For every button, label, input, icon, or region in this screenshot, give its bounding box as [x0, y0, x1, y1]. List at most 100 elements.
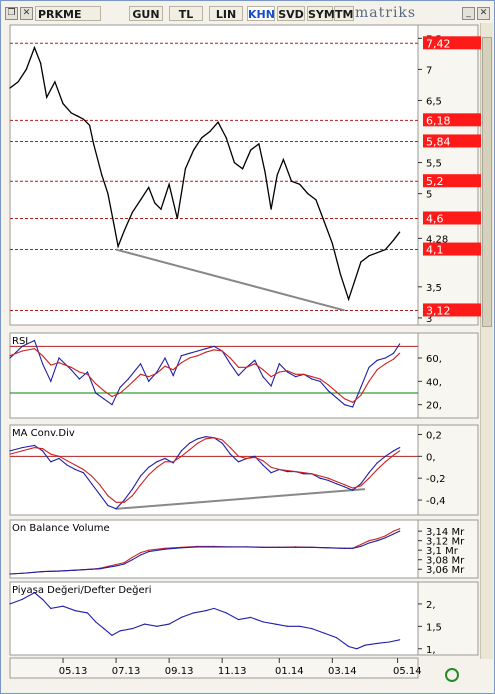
data-point	[295, 373, 297, 375]
series-line-macd-1	[9, 437, 400, 503]
data-point	[66, 460, 68, 462]
data-point	[119, 386, 121, 388]
minimize-icon[interactable]: _	[462, 7, 475, 20]
data-point	[399, 528, 401, 530]
button-lin[interactable]: LIN	[209, 6, 243, 21]
x-tick-label: 09.13	[165, 666, 194, 677]
data-point	[95, 383, 97, 385]
data-point	[127, 378, 129, 380]
data-point	[160, 208, 162, 210]
button-svd[interactable]: SVD	[277, 6, 305, 21]
restore-icon[interactable]: ❐	[5, 7, 18, 20]
data-point	[352, 487, 354, 489]
button-gun[interactable]: GUN	[129, 6, 163, 21]
data-point	[144, 623, 146, 625]
level-label: 5,84	[426, 135, 451, 148]
data-point	[254, 363, 256, 365]
close-small-icon[interactable]: ✕	[20, 7, 33, 20]
data-point	[392, 454, 395, 456]
data-point	[33, 592, 36, 594]
data-point	[356, 648, 358, 650]
data-point	[172, 374, 174, 377]
data-point	[213, 349, 215, 351]
data-point	[205, 610, 207, 612]
close-icon[interactable]: ✕	[477, 7, 490, 20]
y-tick-label: 3,12 Mr	[426, 537, 465, 548]
button-tl[interactable]: TL	[169, 6, 203, 21]
data-point	[360, 483, 362, 485]
scroll-thumb[interactable]	[482, 37, 492, 327]
data-point	[262, 546, 264, 548]
data-point	[392, 352, 395, 354]
level-label-bg	[423, 242, 481, 256]
data-point	[368, 366, 370, 368]
x-tick-label: 03.14	[328, 666, 357, 677]
data-point	[70, 369, 72, 371]
data-point	[360, 545, 362, 547]
data-point	[180, 362, 182, 364]
data-point	[42, 448, 44, 450]
data-point	[82, 468, 85, 471]
data-point	[123, 561, 125, 564]
data-point	[103, 390, 105, 392]
symbol-label[interactable]: PRKME	[35, 6, 101, 21]
data-point	[286, 625, 289, 627]
data-point	[352, 401, 354, 403]
data-point	[42, 363, 44, 365]
data-point	[148, 474, 150, 476]
button-khn[interactable]: KHN	[247, 6, 275, 21]
refresh-icon[interactable]	[445, 668, 459, 682]
button-sym[interactable]: SYM	[307, 6, 335, 21]
data-point	[103, 627, 105, 630]
data-point	[164, 461, 166, 463]
data-point	[180, 355, 182, 357]
data-point	[127, 385, 129, 387]
brand-logo: matriks	[355, 5, 417, 21]
data-point	[9, 450, 11, 452]
data-point	[384, 535, 386, 537]
data-point	[319, 477, 321, 479]
data-point	[229, 363, 231, 365]
data-point	[311, 627, 313, 630]
data-point	[323, 632, 325, 634]
data-point	[237, 619, 240, 621]
series-line-pd_dd-0	[9, 592, 400, 650]
data-point	[131, 627, 133, 630]
data-point	[93, 143, 95, 145]
data-point	[156, 372, 158, 374]
level-label: 4,6	[426, 212, 444, 225]
level-label-bg	[423, 134, 481, 148]
data-point	[74, 569, 76, 571]
button-tm[interactable]: TM	[334, 6, 354, 21]
data-point	[262, 464, 264, 466]
data-point	[113, 224, 115, 226]
data-point	[254, 359, 256, 361]
data-point	[111, 395, 113, 398]
vertical-scrollbar[interactable]	[480, 23, 493, 659]
data-point	[352, 547, 354, 549]
level-label: 6,18	[426, 114, 451, 127]
level-label: 5,2	[426, 175, 444, 188]
data-point	[197, 350, 199, 352]
data-point	[131, 556, 133, 558]
data-point	[168, 623, 170, 625]
data-point	[364, 644, 366, 646]
data-point	[188, 449, 191, 451]
x-tick-label: 07.13	[112, 666, 141, 677]
data-point	[21, 345, 23, 347]
data-point	[229, 453, 231, 455]
trendline	[115, 248, 345, 312]
x-tick-label: 01.14	[275, 666, 304, 677]
data-point	[250, 616, 252, 618]
level-label: 3,12	[426, 304, 451, 317]
data-point	[42, 355, 44, 357]
data-point	[9, 355, 11, 357]
data-point	[213, 437, 215, 439]
axis-background-4	[417, 581, 479, 656]
data-point	[123, 563, 125, 565]
data-point	[131, 495, 133, 497]
level-label-bg	[423, 113, 481, 127]
data-point	[286, 371, 289, 373]
data-point	[70, 112, 72, 114]
data-point	[376, 252, 378, 254]
